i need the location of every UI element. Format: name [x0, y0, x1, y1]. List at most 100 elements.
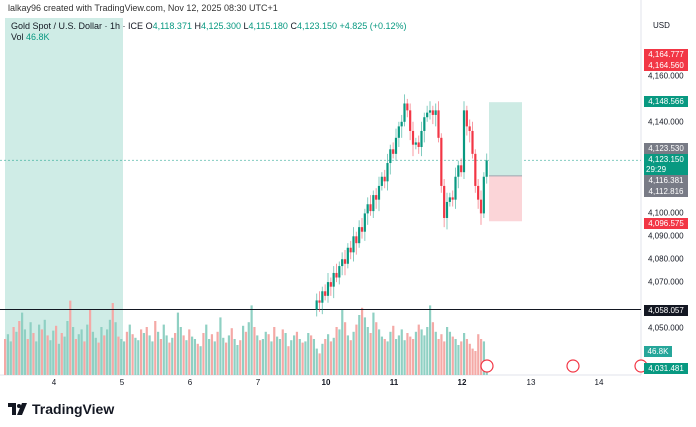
- bar-countdown: 29:29: [646, 164, 667, 174]
- volume-bar: [236, 345, 239, 375]
- volume-bar: [32, 333, 35, 375]
- volume-bar: [304, 341, 307, 375]
- volume-bar: [174, 333, 177, 375]
- close-value: 4,123.150: [296, 21, 337, 31]
- candle-body: [411, 130, 415, 145]
- candle-body: [332, 272, 335, 287]
- volume-bar: [366, 327, 369, 375]
- price-tag-label: 4,112.816: [648, 186, 684, 196]
- candle-body: [363, 213, 366, 232]
- volume-bar: [471, 348, 474, 375]
- volume-bar: [12, 327, 15, 375]
- volume-bar: [463, 333, 466, 375]
- volume-bar: [327, 334, 330, 375]
- volume-bar: [244, 331, 248, 375]
- volume-bar: [26, 339, 29, 375]
- volume-bar: [344, 322, 347, 375]
- volume-bar: [29, 322, 32, 375]
- volume-bar: [77, 334, 80, 375]
- candle-body: [428, 110, 432, 113]
- volume-bar: [94, 337, 97, 375]
- volume-legend: Vol 46.8K: [11, 32, 50, 42]
- price-tick: 4,090.000: [648, 231, 684, 241]
- candle-body: [321, 291, 324, 303]
- volume-bar: [80, 329, 83, 375]
- volume-bar: [312, 339, 316, 375]
- volume-bar: [171, 337, 174, 375]
- volume-bar: [208, 339, 211, 375]
- candle-body: [386, 163, 389, 182]
- volume-bar: [341, 309, 344, 375]
- volume-bar: [380, 336, 384, 375]
- candle-body: [465, 110, 468, 127]
- volume-bar: [420, 329, 423, 375]
- currency-label[interactable]: USD: [653, 21, 670, 30]
- volume-bar: [225, 342, 228, 375]
- open-value: 4,118.371: [152, 21, 192, 31]
- volume-bar: [66, 321, 69, 375]
- volume-bar: [454, 339, 457, 375]
- volume-bar: [140, 329, 143, 375]
- candle-body: [380, 176, 383, 186]
- volume-bar: [205, 324, 208, 375]
- price-tag-label: 4,058.057: [648, 305, 684, 315]
- candle-body: [448, 197, 451, 202]
- price-tag-label: 4,164.560: [648, 60, 684, 70]
- candle-body: [335, 272, 338, 278]
- candle-body: [341, 259, 344, 267]
- symbol-name[interactable]: Gold Spot / U.S. Dollar · 1h · ICE: [11, 21, 144, 31]
- candle-body: [375, 195, 378, 200]
- volume-bar: [270, 341, 273, 375]
- symbol-legend: Gold Spot / U.S. Dollar · 1h · ICE O4,11…: [11, 21, 407, 31]
- tradingview-logo: TradingView: [8, 401, 114, 417]
- volume-bar: [480, 339, 483, 375]
- volume-bar: [230, 328, 233, 375]
- volume-bar: [176, 312, 180, 375]
- price-tag: 4,112.816: [644, 186, 688, 197]
- volume-bar: [4, 339, 7, 375]
- candle-body: [482, 176, 485, 214]
- price-tick: 4,070.000: [648, 277, 684, 287]
- volume-bar: [290, 340, 293, 375]
- volume-bar: [196, 343, 199, 375]
- lightning-event-icon: [480, 359, 494, 373]
- volume-bar: [414, 331, 418, 375]
- candle-body: [409, 110, 412, 131]
- volume-bar: [157, 331, 160, 375]
- candle-body: [397, 126, 400, 138]
- volume-bar: [400, 329, 403, 375]
- volume-bar: [97, 342, 100, 375]
- volume-bar: [168, 342, 171, 375]
- volume-bar: [389, 331, 392, 375]
- volume-bar: [38, 324, 41, 375]
- candle-body: [315, 300, 318, 310]
- candle-body: [318, 300, 321, 303]
- volume-bar: [329, 341, 333, 375]
- price-tag: 4,164.777: [644, 49, 688, 60]
- volume-bar: [188, 329, 191, 375]
- candle-body: [326, 282, 330, 296]
- volume-bar: [125, 331, 129, 375]
- volume-bar: [145, 327, 148, 375]
- volume-bar: [162, 324, 165, 375]
- volume-bar: [307, 333, 310, 375]
- candle-body: [454, 176, 457, 200]
- volume-bar: [375, 322, 378, 375]
- volume-bar: [457, 345, 460, 375]
- volume-bar: [213, 341, 216, 375]
- volume-bar: [281, 329, 284, 375]
- volume-bar: [108, 319, 112, 375]
- volume-bar: [191, 336, 194, 375]
- candle-body: [468, 126, 471, 131]
- volume-bar: [89, 309, 92, 375]
- volume-bar: [349, 340, 352, 375]
- volume-bar: [72, 327, 75, 375]
- volume-bar: [210, 334, 214, 375]
- candle-body: [414, 142, 417, 145]
- candle-body: [462, 110, 466, 173]
- candle-body: [420, 130, 423, 147]
- volume-bar: [159, 339, 163, 375]
- candle-body: [406, 103, 409, 111]
- volume-bar: [273, 327, 276, 375]
